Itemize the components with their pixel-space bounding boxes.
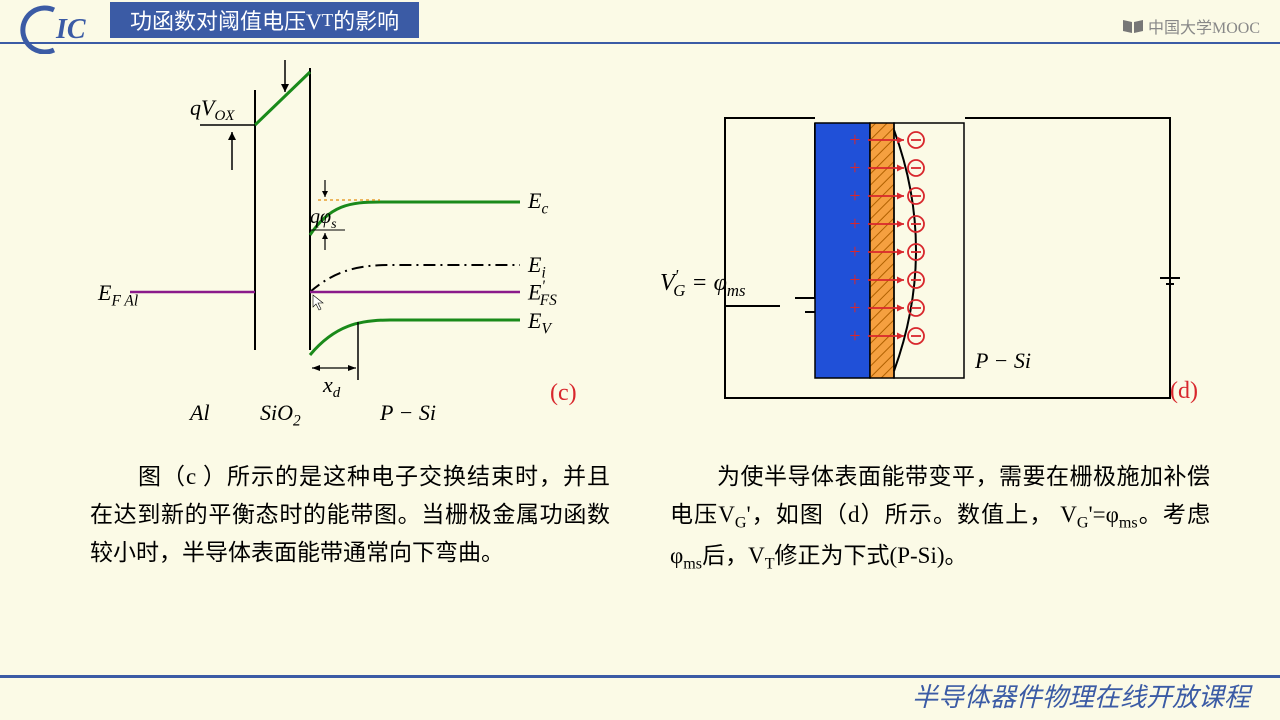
label-vg-eq: V'G = φms (660, 266, 746, 301)
svg-text:xd: xd (322, 372, 341, 401)
label-psi-d: P − Si (975, 348, 1031, 374)
mooc-logo: 中国大学MOOC (1122, 14, 1260, 38)
svg-text:qVOX: qVOX (190, 95, 235, 124)
svg-text:+: + (848, 269, 862, 291)
paragraph-d: 为使半导体表面能带变平，需要在栅极施加补偿电压VG'，如图（d）所示。数值上， … (670, 458, 1210, 578)
label-ec: Ec (528, 188, 548, 218)
label-al: Al (190, 400, 210, 426)
logo-cic-icon: IC (8, 4, 98, 54)
paragraph-c: 图（c ）所示的是这种电子交换结束时，并且在达到新的平衡态时的能带图。当栅极金属… (90, 458, 610, 572)
slide-title: 功函数对阈值电压VT的影响 (110, 2, 419, 38)
label-efs: E'FS (528, 278, 557, 310)
label-efal: EF Al (98, 280, 138, 310)
top-rule (0, 42, 1280, 44)
svg-text:+: + (848, 241, 862, 263)
title-text-1: 功函数对阈值电压V (130, 4, 322, 36)
figure-d: + + + + + + + + V'G = φms P − Si (d) (660, 78, 1220, 438)
cursor-icon (313, 295, 323, 310)
title-sub: T (322, 10, 333, 31)
svg-text:+: + (848, 129, 862, 151)
label-ev: EV (528, 308, 551, 338)
label-tag-c: (c) (550, 380, 577, 407)
svg-text:+: + (848, 297, 862, 319)
svg-text:+: + (848, 325, 862, 347)
mooc-text: 中国大学MOOC (1148, 14, 1260, 38)
content-area: qVOX qφs (0, 48, 1280, 672)
book-icon (1122, 18, 1144, 34)
label-sio2: SiO2 (260, 400, 301, 430)
svg-text:+: + (848, 185, 862, 207)
svg-text:IC: IC (55, 14, 86, 45)
svg-text:+: + (848, 157, 862, 179)
label-tag-d: (d) (1170, 378, 1198, 405)
svg-text:+: + (848, 213, 862, 235)
footer-text: 半导体器件物理在线开放课程 (912, 677, 1250, 714)
header-bar: IC 功函数对阈值电压VT的影响 中国大学MOOC (0, 0, 1280, 48)
label-psi-c: P − Si (380, 400, 436, 426)
title-text-2: 的影响 (333, 4, 399, 36)
figure-c: qVOX qφs (80, 60, 600, 440)
